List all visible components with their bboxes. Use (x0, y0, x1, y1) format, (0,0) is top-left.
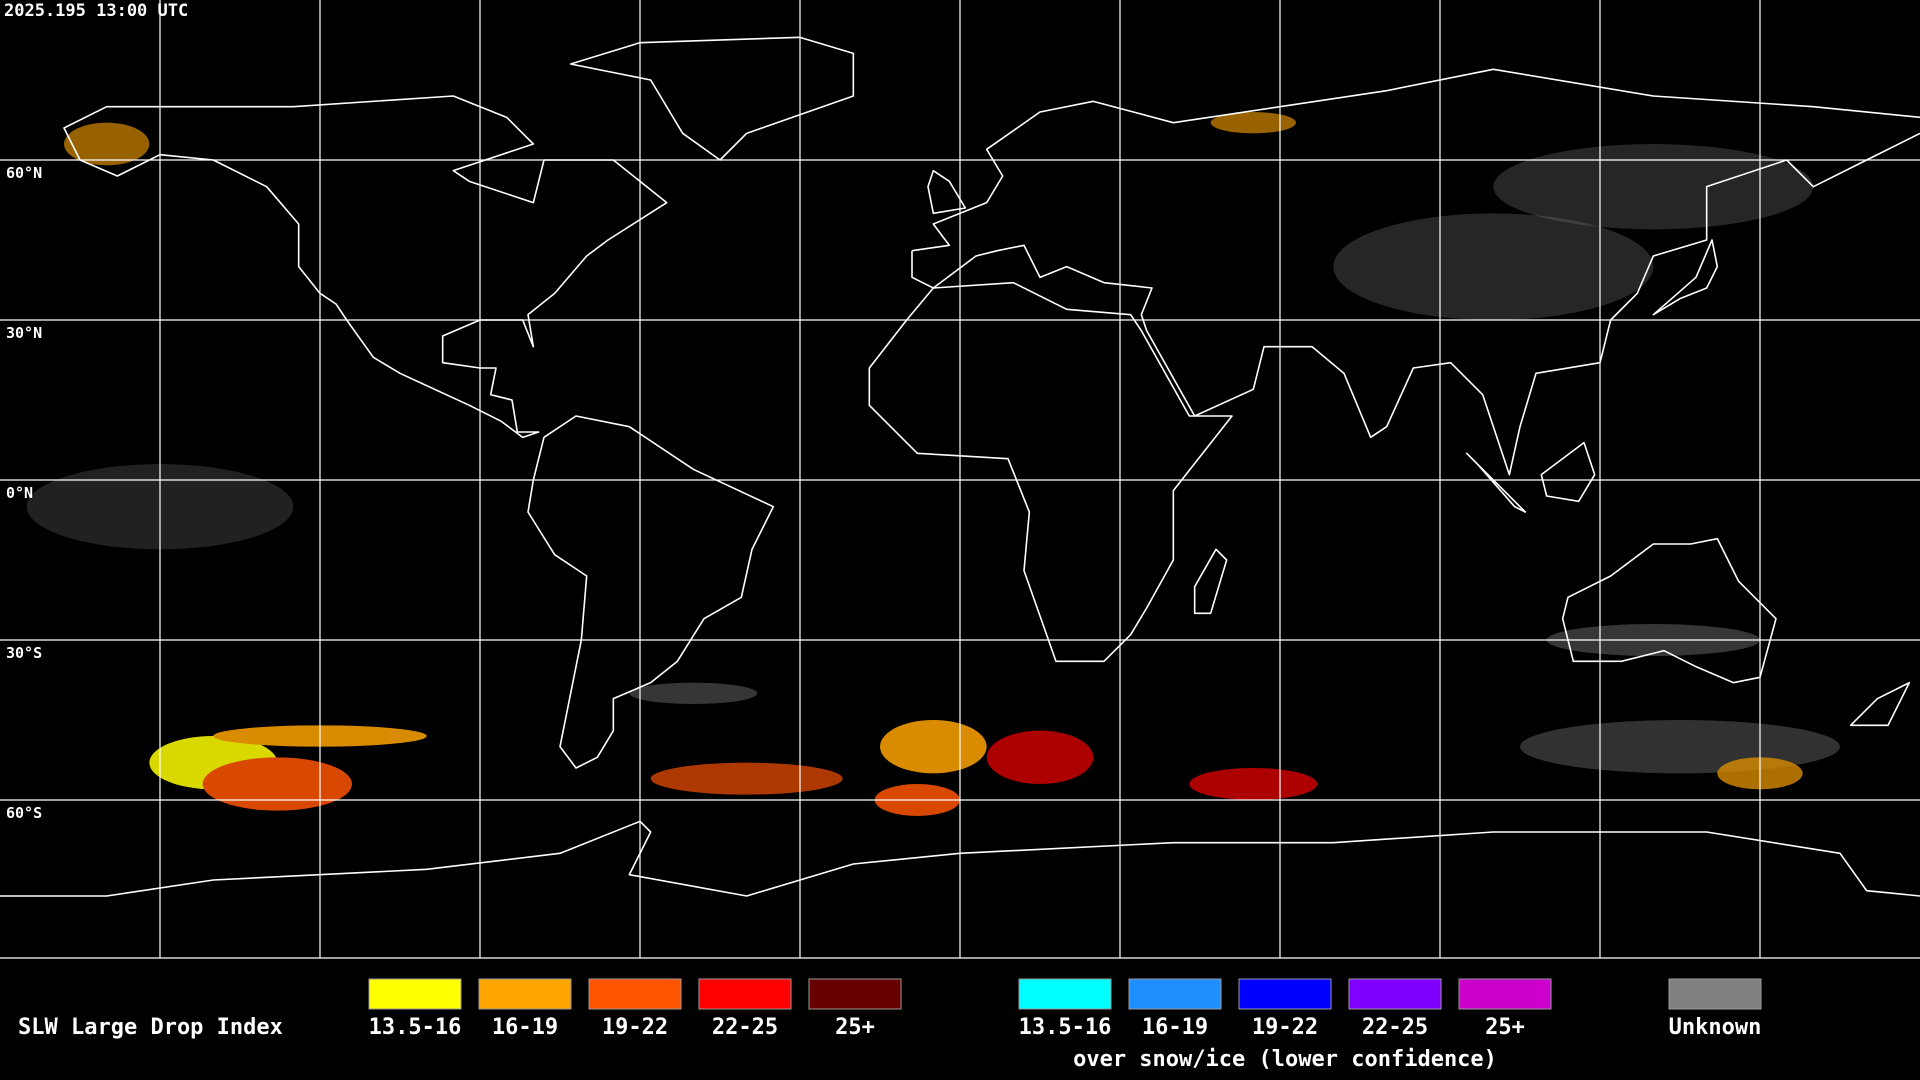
latitude-label: 0°N (6, 484, 33, 502)
legend: SLW Large Drop Index 13.5-16 16-19 19-22 22-… (18, 978, 1762, 1072)
legend-label: 22-25 (712, 1015, 778, 1040)
legend-swatch (808, 978, 902, 1010)
cloud-patch (202, 757, 353, 811)
legend-swatch (1018, 978, 1112, 1010)
coastline (869, 283, 1232, 662)
coastline (1195, 549, 1227, 613)
legend-label: Unknown (1669, 1015, 1762, 1040)
legend-swatch (1348, 978, 1442, 1010)
timestamp: 2025.195 13:00 UTC (4, 1, 188, 21)
legend-swatch (698, 978, 792, 1010)
cloud-patch (986, 730, 1094, 784)
latitude-label: 60°N (6, 164, 42, 182)
legend-swatch (478, 978, 572, 1010)
latitude-label: 60°S (6, 804, 42, 822)
legend-label: 13.5-16 (369, 1015, 462, 1040)
cloud-patch (1189, 767, 1318, 800)
graticule: 60°N 30°N 0°N 30°S 60°S (0, 0, 1920, 959)
legend-label: 25+ (1485, 1015, 1525, 1040)
legend-swatch (368, 978, 462, 1010)
coastline (1467, 453, 1526, 512)
cloud-patch (64, 122, 150, 166)
coastline (1541, 443, 1594, 502)
legend-swatch (1238, 978, 1332, 1010)
legend-label: 22-25 (1362, 1015, 1428, 1040)
coastline (528, 416, 773, 768)
coastline (64, 96, 667, 437)
legend-title: SLW Large Drop Index (18, 1015, 283, 1040)
legend-caption: over snow/ice (lower confidence) (1073, 1047, 1497, 1072)
cloud-patch (650, 762, 843, 795)
legend-swatch (1128, 978, 1222, 1010)
coastline (1851, 683, 1910, 726)
legend-swatch (1458, 978, 1552, 1010)
latitude-label: 30°N (6, 324, 42, 342)
cloud-patch (1333, 213, 1654, 321)
legend-label: 13.5-16 (1019, 1015, 1112, 1040)
legend-label: 16-19 (492, 1015, 558, 1040)
cloud-patch (1210, 112, 1296, 134)
cloud-patch (629, 682, 758, 704)
legend-label: 19-22 (1252, 1015, 1318, 1040)
cloud-patch (1493, 144, 1814, 230)
legend-swatch (1668, 978, 1762, 1010)
legend-swatch (588, 978, 682, 1010)
latitude-label: 30°S (6, 644, 42, 662)
legend-label: 16-19 (1142, 1015, 1208, 1040)
coastline (1653, 240, 1717, 315)
legend-label: 19-22 (602, 1015, 668, 1040)
cloud-patch (880, 719, 987, 774)
legend-label: 25+ (835, 1015, 875, 1040)
